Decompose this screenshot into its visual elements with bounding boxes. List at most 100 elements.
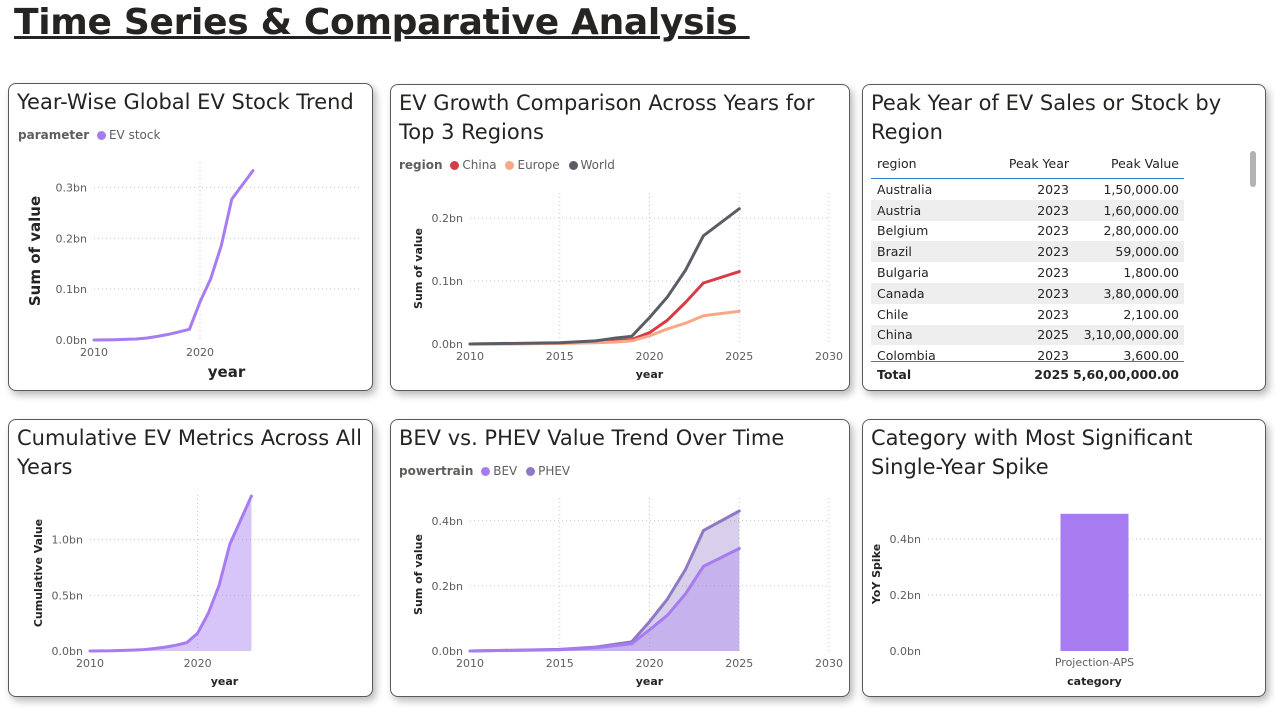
card-title: Peak Year of EV Sales or Stock by Region: [871, 91, 1222, 144]
area-phev: [470, 511, 740, 651]
y-tick-label: 0.2bn: [432, 212, 463, 225]
line-ev-stock: [92, 169, 255, 342]
table-total-row: Total 2025 5,60,00,000.00: [871, 362, 1184, 386]
card-cumulative-metrics[interactable]: Cumulative EV Metrics Across All Years 0…: [8, 419, 373, 697]
cell-peak-year: 2023: [1037, 202, 1069, 218]
peak-table: region Peak Year Peak Value Australia 20…: [871, 148, 1184, 386]
legend: region China Europe World: [399, 158, 620, 172]
column-header-region[interactable]: region: [877, 155, 917, 171]
chart-cumulative: 0.0bn 0.5bn 1.0bn Cumulative Value 2010 2020 y…: [32, 494, 359, 688]
cell-peak-value: 1,60,000.00: [1103, 202, 1179, 218]
chart-powertrain: 0.0bn 0.2bn 0.4bn Sum of value 2010 2015 2020 2…: [412, 498, 843, 688]
x-tick-label: Projection-APS: [1055, 656, 1134, 669]
x-tick-label: 2020: [184, 657, 212, 670]
table-row[interactable]: Brazil 2023 59,000.00: [871, 241, 1184, 263]
card-title: Category with Most Significant Single-Ye…: [871, 426, 1193, 479]
card-category-spike[interactable]: Category with Most Significant Single-Ye…: [862, 419, 1266, 697]
x-axis-title: year: [211, 675, 239, 688]
table-row[interactable]: Australia 2023 1,50,000.00: [871, 179, 1184, 200]
cell-total-value: 5,60,00,000.00: [1073, 366, 1179, 382]
y-tick-label: 0.2bn: [432, 580, 463, 593]
table-row[interactable]: China 2025 3,10,00,000.00: [871, 324, 1184, 346]
legend-dot: [96, 131, 106, 140]
legend: powertrain BEV PHEV: [399, 464, 575, 478]
x-axis-title: year: [636, 368, 664, 381]
cell-peak-year: 2025: [1037, 327, 1069, 343]
column-header-peak-year[interactable]: Peak Year: [1008, 155, 1069, 171]
cell-peak-value: 3,600.00: [1123, 348, 1179, 362]
table-row[interactable]: Austria 2023 1,60,000.00: [871, 199, 1184, 221]
card-title: Cumulative EV Metrics Across All Years: [17, 426, 362, 479]
card-peak-year-table[interactable]: Peak Year of EV Sales or Stock by Region…: [862, 84, 1266, 391]
x-tick-label: 2025: [725, 657, 753, 670]
cell-peak-value: 3,10,00,000.00: [1083, 327, 1179, 343]
legend-item-world[interactable]: World: [568, 158, 615, 172]
cell-peak-year: 2023: [1037, 223, 1069, 239]
table-row[interactable]: Canada 2023 3,80,000.00: [871, 282, 1184, 304]
x-tick-label: 2030: [815, 350, 843, 363]
table-row[interactable]: Chile 2023 2,100.00: [871, 304, 1184, 325]
cell-peak-value: 1,800.00: [1123, 265, 1179, 281]
y-tick-label: 0.0bn: [890, 645, 921, 658]
card-growth-comparison[interactable]: EV Growth Comparison Across Years for To…: [390, 84, 850, 391]
card-bev-vs-phev[interactable]: BEV vs. PHEV Value Trend Over Time power…: [390, 419, 850, 697]
legend-label: World: [580, 158, 615, 172]
x-axis-title: year: [636, 675, 664, 688]
table-row[interactable]: Colombia 2023 3,600.00: [871, 345, 1184, 362]
y-tick-label: 0.0bn: [56, 334, 87, 347]
y-axis-title: Sum of value: [412, 534, 425, 615]
y-tick-label: 0.3bn: [56, 181, 87, 194]
chart-stock: 0.0bn 0.1bn 0.2bn 0.3bn Sum of value 2010 2020…: [26, 162, 359, 381]
legend-item-phev[interactable]: PHEV: [526, 464, 570, 478]
y-axis-title: Cumulative Value: [32, 519, 45, 627]
legend-title: region: [399, 158, 443, 172]
area-bev: [470, 548, 740, 651]
legend-item-bev[interactable]: BEV: [481, 464, 517, 478]
x-tick-label: 2020: [636, 350, 664, 363]
cell-region: Chile: [877, 306, 909, 322]
table-body: Australia 2023 1,50,000.00 Austria 2023 …: [871, 179, 1184, 362]
column-header-peak-value[interactable]: Peak Value: [1111, 155, 1179, 171]
x-tick-label: 2020: [636, 657, 664, 670]
x-tick-label: 2010: [80, 346, 108, 359]
page-title: Time Series & Comparative Analysis: [14, 2, 750, 43]
cell-peak-value: 3,80,000.00: [1103, 285, 1179, 301]
cell-peak-value: 2,100.00: [1123, 306, 1179, 322]
table-row[interactable]: Belgium 2023 2,80,000.00: [871, 221, 1184, 242]
cell-region: Brazil: [877, 244, 912, 260]
y-tick-label: 0.0bn: [52, 645, 83, 658]
y-tick-label: 0.4bn: [432, 515, 463, 528]
x-tick-label: 2010: [76, 657, 104, 670]
bar: [1060, 513, 1129, 651]
line-bev: [468, 547, 741, 653]
legend-dot: [526, 467, 536, 476]
y-tick-label: 0.2bn: [56, 232, 87, 245]
cell-region: Austria: [877, 202, 922, 218]
y-tick-label: 0.2bn: [890, 589, 921, 602]
legend-title: parameter: [18, 128, 90, 142]
card-title: Year-Wise Global EV Stock Trend: [17, 90, 354, 114]
y-axis-title: Sum of value: [412, 228, 425, 309]
legend-item-china[interactable]: China: [450, 158, 497, 172]
y-axis-title: YoY Spike: [870, 544, 883, 605]
table-scrollbar[interactable]: [1250, 151, 1256, 187]
cell-region: Colombia: [877, 348, 936, 362]
x-tick-label: 2030: [815, 657, 843, 670]
card-ev-stock-trend[interactable]: Year-Wise Global EV Stock Trend paramete…: [8, 83, 373, 391]
legend-item-europe[interactable]: Europe: [505, 158, 560, 172]
legend-item-ev-stock[interactable]: EV stock: [96, 128, 160, 142]
x-axis-title: category: [1067, 675, 1122, 688]
cell-region: China: [877, 327, 913, 343]
x-axis-title: year: [208, 363, 246, 381]
cell-total-year: 2025: [1034, 366, 1069, 382]
x-tick-label: 2015: [546, 657, 574, 670]
table-row[interactable]: Bulgaria 2023 1,800.00: [871, 262, 1184, 283]
cell-peak-year: 2023: [1037, 181, 1069, 197]
table-header: region Peak Year Peak Value: [871, 148, 1184, 179]
x-tick-label: 2015: [546, 350, 574, 363]
legend: parameter EV stock: [18, 128, 165, 142]
y-tick-label: 0.0bn: [432, 338, 463, 351]
cell-peak-year: 2023: [1037, 265, 1069, 281]
y-tick-label: 0.0bn: [432, 645, 463, 658]
legend-label: Europe: [517, 158, 560, 172]
